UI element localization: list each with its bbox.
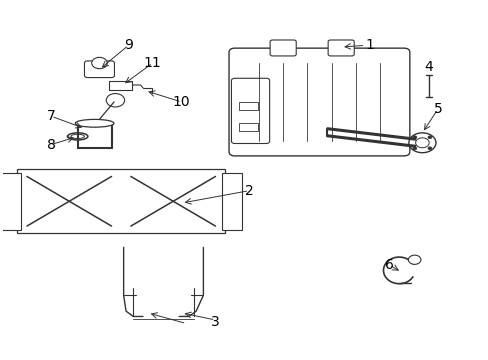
Circle shape [408, 133, 435, 153]
Circle shape [92, 57, 107, 69]
FancyBboxPatch shape [327, 40, 353, 56]
Bar [109, 81, 132, 90]
FancyBboxPatch shape [231, 78, 269, 144]
Bar [222, 173, 242, 230]
Text: 6: 6 [385, 258, 393, 272]
Circle shape [412, 147, 416, 150]
Ellipse shape [67, 133, 88, 140]
Text: 4: 4 [423, 59, 432, 73]
Circle shape [412, 136, 416, 139]
Text: 9: 9 [124, 38, 133, 52]
Text: 3: 3 [211, 315, 220, 329]
Text: 1: 1 [365, 38, 374, 52]
FancyBboxPatch shape [269, 40, 296, 56]
FancyBboxPatch shape [84, 61, 114, 77]
Bar [0, 173, 20, 230]
FancyBboxPatch shape [228, 48, 409, 156]
Text: 5: 5 [433, 102, 441, 116]
Circle shape [427, 136, 431, 139]
Bar [17, 169, 224, 233]
Text: 10: 10 [172, 95, 190, 109]
Text: 11: 11 [143, 56, 161, 70]
Ellipse shape [75, 120, 114, 127]
Text: 8: 8 [46, 138, 56, 152]
Bar [238, 102, 258, 110]
Circle shape [407, 255, 420, 264]
Circle shape [415, 138, 428, 148]
Text: 2: 2 [244, 184, 253, 198]
Circle shape [427, 147, 431, 150]
Text: 7: 7 [47, 109, 55, 123]
Ellipse shape [71, 134, 84, 139]
Bar [238, 123, 258, 131]
Circle shape [106, 94, 124, 107]
